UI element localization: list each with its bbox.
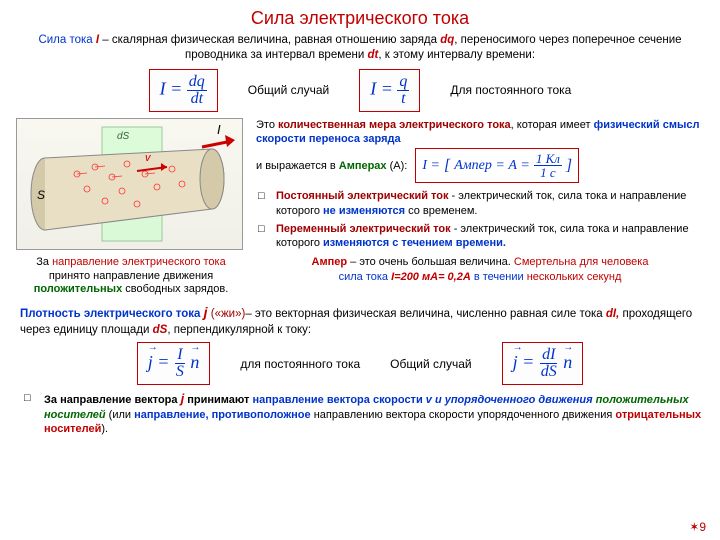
amper-formula: I = [Ампер = А = 1 Кл1 с ] <box>415 148 579 183</box>
intro-paragraph: Сила тока I – скалярная физическая велич… <box>16 33 704 63</box>
page-title: Сила электрического тока <box>16 8 704 29</box>
label-j-dc: для постоянного тока <box>240 357 360 371</box>
svg-text:dS: dS <box>117 131 130 142</box>
label-dc: Для постоянного тока <box>450 83 571 97</box>
svg-text:S: S <box>37 188 45 202</box>
svg-text:I: I <box>217 122 221 137</box>
amper-row: и выражается в Амперах (А): I = [Ампер =… <box>256 148 704 183</box>
formula-row-2: j = IS n для постоянного тока Общий случ… <box>16 342 704 385</box>
conductor-diagram: S v I dS <box>16 118 243 250</box>
label-general: Общий случай <box>248 83 329 97</box>
density-paragraph: Плотность электрического тока j («жи»)– … <box>16 303 704 338</box>
final-note: За направление вектора j принимают напра… <box>16 391 704 436</box>
meaning-text: Это количественная мера электрического т… <box>256 118 704 147</box>
amper-note: Ампер – это очень большая величина. Смер… <box>256 255 704 285</box>
formula-dc: I = qt <box>359 69 420 112</box>
formula-j-general: j = dIdS n <box>502 342 584 385</box>
formula-j-dc: j = IS n <box>137 342 211 385</box>
formula-row-1: I = dqdt Общий случай I = qt Для постоян… <box>16 69 704 112</box>
current-types-list: Постоянный электрический ток - электриче… <box>256 189 704 250</box>
ac-item: Переменный электрический ток - электриче… <box>256 222 704 251</box>
label-j-general: Общий случай <box>390 357 471 371</box>
page-number: ✶9 <box>689 520 706 534</box>
diagram-caption: За направление электрического тока приня… <box>16 256 246 297</box>
formula-general: I = dqdt <box>149 69 218 112</box>
dc-item: Постоянный электрический ток - электриче… <box>256 189 704 218</box>
